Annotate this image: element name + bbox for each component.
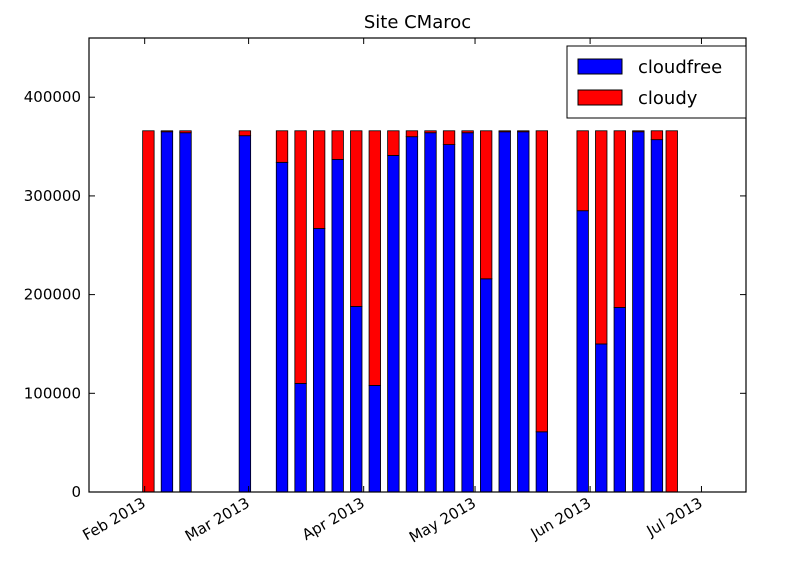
bar-cloudfree-7 (331, 158, 344, 493)
bar-cloudy-3 (238, 130, 252, 137)
bar-cloudy-1 (160, 130, 174, 133)
bar-cloudfree-6 (312, 228, 326, 493)
bar-cloudy-10 (387, 130, 400, 156)
legend: cloudfree cloudy (566, 45, 747, 119)
bar-cloudfree-13 (442, 144, 456, 493)
bar-cloudfree-12 (424, 132, 437, 493)
bar-cloudy-16 (498, 130, 511, 133)
legend-box (566, 45, 747, 119)
bar-cloudy-19 (576, 130, 589, 212)
bar-cloudfree-18 (535, 431, 548, 493)
y-tick-label-3: 300000 (24, 187, 81, 205)
bar-cloudfree-8 (350, 306, 363, 493)
bar-cloudy-13 (442, 130, 456, 145)
bar-cloudy-5 (294, 130, 307, 384)
bar-cloudfree-11 (405, 136, 419, 493)
bar-cloudfree-5 (294, 383, 307, 493)
x-tick-label-2: Apr 2013 (299, 494, 368, 544)
bar-cloudy-14 (461, 130, 474, 134)
bar-cloudy-20 (595, 130, 608, 345)
bar-cloudfree-3 (238, 135, 252, 493)
bar-cloudy-9 (368, 130, 381, 386)
bar-cloudy-17 (517, 130, 530, 133)
legend-label-cloudy: cloudy (638, 88, 698, 109)
bars-layer (142, 130, 678, 493)
bar-cloudfree-22 (632, 131, 645, 493)
legend-label-cloudfree: cloudfree (638, 57, 722, 78)
bar-cloudy-22 (632, 130, 645, 133)
y-tick-label-0: 0 (71, 483, 81, 501)
bar-cloudy-18 (535, 130, 548, 433)
bar-cloudfree-16 (498, 131, 511, 493)
bar-cloudfree-15 (480, 278, 493, 493)
bar-cloudfree-4 (275, 161, 289, 493)
y-tick-label-4: 400000 (24, 88, 81, 106)
bar-cloudy-8 (350, 130, 363, 307)
bar-cloudy-23 (650, 130, 664, 141)
bar-cloudfree-14 (461, 132, 474, 493)
bar-cloudy-12 (424, 130, 437, 134)
bar-cloudy-11 (405, 130, 419, 138)
bar-cloudfree-17 (517, 131, 530, 493)
bar-cloudy-7 (331, 130, 344, 160)
bar-cloudy-21 (613, 130, 626, 308)
bar-cloudy-4 (275, 130, 289, 163)
y-tick-label-1: 100000 (24, 384, 81, 402)
x-tick-label-3: May 2013 (406, 494, 479, 547)
chart-title: Site CMaroc (364, 12, 471, 33)
bar-cloudy-15 (480, 130, 493, 280)
x-tick-label-0: Feb 2013 (80, 494, 149, 544)
bar-cloudfree-23 (650, 139, 664, 493)
bar-cloudfree-2 (179, 132, 192, 493)
bar-cloudfree-21 (613, 307, 626, 493)
x-tick-label-1: Mar 2013 (182, 494, 253, 545)
bar-cloudfree-20 (595, 343, 608, 493)
x-tick-label-4: Jun 2013 (527, 494, 594, 543)
bar-cloudfree-10 (387, 155, 400, 493)
legend-swatch-cloudfree (577, 58, 623, 75)
bar-cloudy-2 (179, 130, 192, 134)
bar-cloudy-0 (142, 130, 155, 493)
x-tick-label-5: Jul 2013 (643, 494, 706, 541)
legend-swatch-cloudy (577, 89, 623, 106)
y-tick-label-2: 200000 (24, 286, 81, 304)
bar-cloudy-24 (665, 130, 678, 493)
bar-cloudy-6 (312, 130, 326, 229)
bar-cloudfree-9 (368, 385, 381, 493)
plot-frame (88, 37, 747, 493)
bar-cloudfree-19 (576, 210, 589, 493)
bar-cloudfree-1 (160, 131, 174, 493)
